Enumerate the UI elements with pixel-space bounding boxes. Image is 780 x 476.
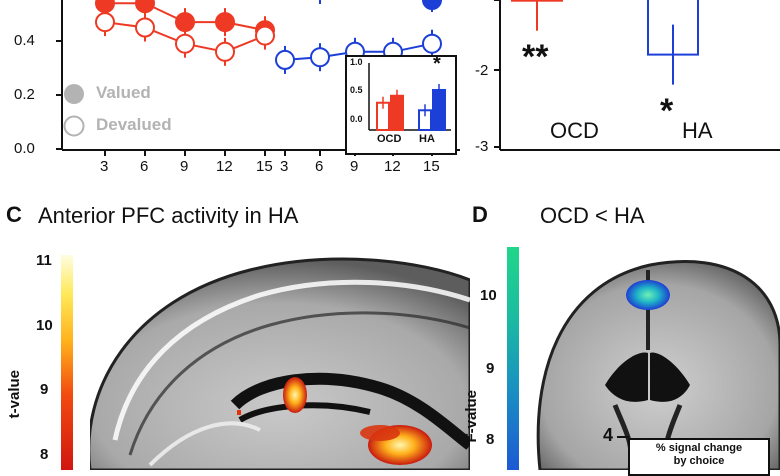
inset-annotation: * (433, 53, 441, 75)
ocd-devalued-point (175, 33, 195, 54)
ocd-devalued-point (135, 17, 155, 38)
panel-d-title: OCD < HA (540, 203, 645, 228)
x-tick-label: 12 (216, 158, 233, 175)
bar-chart-b (494, 0, 780, 151)
x-tick-label: 6 (315, 158, 324, 175)
panel-c: C Anterior PFC activity in HA 11 10 9 8 … (0, 195, 470, 470)
ha-devalued-point (310, 47, 330, 68)
f-tick-9: 9 (486, 360, 495, 377)
b-x-label-ocd: OCD (550, 118, 599, 143)
inset-tick-4: 4 (603, 425, 614, 445)
y-tick-0.4: 0.4 (14, 32, 35, 49)
x-tick-label: 3 (280, 158, 289, 175)
x-tick-label: 9 (180, 158, 189, 175)
panel-a: 0.4 0.2 0.0 3 6 9 12 15 3 6 9 12 15 Valued Devalu… (0, 0, 460, 185)
t-tick-11: 11 (36, 252, 52, 269)
t-tick-10: 10 (36, 317, 53, 334)
b-y-tick-neg2: -2 (475, 62, 489, 79)
ha-devalued-point (422, 33, 442, 54)
inset-x-label-ha: HA (419, 133, 435, 145)
x-tick-label: 9 (350, 158, 359, 175)
panel-c-title: Anterior PFC activity in HA (38, 203, 299, 228)
signal-change-box: % signal change by choice (628, 438, 770, 476)
open-circle-icon (63, 115, 85, 137)
ocd-devalued-point (215, 41, 235, 62)
legend-label-valued: Valued (96, 83, 151, 102)
y-tick-0.0: 0.0 (14, 140, 35, 157)
inset-axis-line (617, 436, 629, 438)
b-annotation-ha: * (660, 92, 674, 130)
b-x-label-ha: HA (682, 118, 713, 143)
t-value-label: t-value (6, 370, 23, 419)
legend-label-devalued: Devalued (96, 115, 172, 134)
f-tick-10: 10 (480, 287, 497, 304)
inset-bars (368, 63, 451, 132)
x-tick-label: 15 (256, 158, 273, 175)
colorbar-f (507, 247, 519, 470)
inset-y-tick-2: 0.5 (350, 85, 363, 95)
y-tick-0.2: 0.2 (14, 86, 35, 103)
filled-circle-icon (64, 84, 84, 104)
ocd-devalued-point (255, 25, 275, 46)
inset-bar-chart: 1.0 0.5 0.0 OCD HA * (345, 53, 457, 155)
brain-axial-image (536, 260, 780, 470)
ocd-valued-point (135, 0, 155, 14)
signal-change-line2: by choice (673, 455, 725, 467)
ocd-devalued-point (95, 12, 115, 33)
x-tick-label: 6 (140, 158, 149, 175)
panel-b: -2 -3 OCD HA ** * (460, 0, 780, 185)
ocd-valued-point (215, 12, 235, 33)
brain-sagittal-image (90, 257, 470, 470)
b-annotation-ocd: ** (522, 38, 549, 76)
inset-bar-valued (432, 88, 446, 131)
t-tick-9: 9 (40, 381, 49, 398)
f-value-label: F-value (463, 390, 480, 443)
signal-change-line1: % signal change (655, 442, 743, 454)
panel-d: D OCD < HA 10 9 8 F-value 4 % signal (460, 195, 780, 476)
inset-y-tick-1: 1.0 (350, 57, 363, 67)
inset-x-label-ocd: OCD (377, 133, 402, 145)
ha-devalued-point (275, 49, 295, 70)
x-tick-label: 15 (423, 158, 440, 175)
inset-y-tick-3: 0.0 (350, 114, 363, 124)
panel-c-letter: C (6, 202, 22, 227)
b-y-tick-neg3: -3 (475, 138, 489, 155)
colorbar-t (61, 255, 73, 470)
t-tick-8: 8 (40, 446, 49, 463)
x-tick-label: 3 (100, 158, 109, 175)
ocd-valued-point (175, 12, 195, 33)
panel-d-letter: D (472, 202, 488, 227)
x-tick-label: 12 (384, 158, 401, 175)
f-tick-8: 8 (486, 431, 495, 448)
